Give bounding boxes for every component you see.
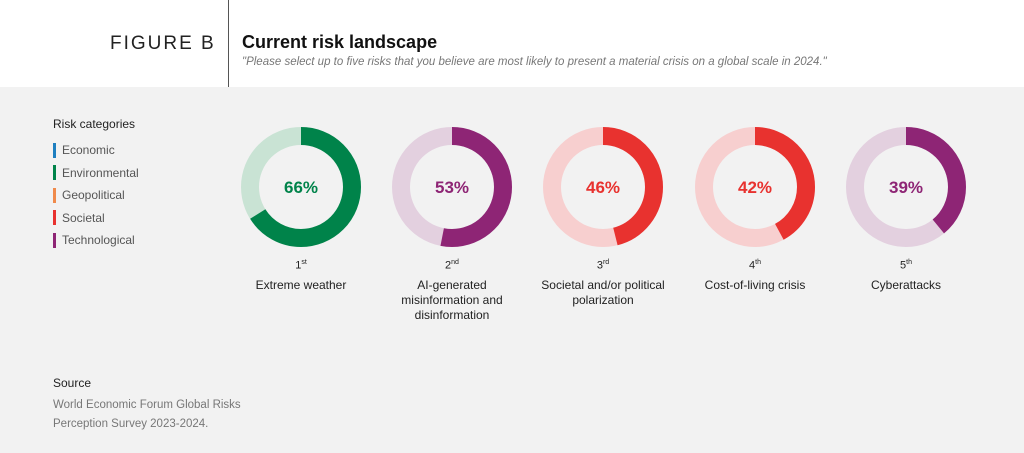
donut-value-label: 39%	[889, 178, 923, 197]
donut-slice	[695, 127, 815, 247]
risk-label-block: 1st Extreme weather	[226, 256, 376, 293]
figure-label: FIGURE B	[110, 33, 216, 54]
rank-label: 5th	[831, 256, 981, 273]
legend-item: Economic	[53, 139, 139, 162]
chart-panel	[0, 87, 1024, 453]
risk-name: Cyberattacks	[870, 277, 942, 292]
rank-label: 4th	[680, 256, 830, 273]
donut-slice	[241, 127, 361, 247]
rank-label: 2nd	[377, 256, 527, 273]
legend-swatch	[53, 187, 56, 203]
source-title: Source	[53, 376, 92, 390]
legend-item: Geopolitical	[53, 184, 139, 207]
donut-slice	[392, 127, 512, 247]
risk-name: AI-generated misinformation and disinfor…	[401, 277, 503, 322]
donut-slice	[846, 127, 966, 247]
rank-suffix: th	[755, 259, 761, 266]
header-divider	[228, 0, 229, 87]
risk-label-block: 2nd AI-generated misinformation and disin…	[377, 256, 527, 323]
legend-items: Economic Environmental Geopolitical Societa…	[53, 139, 139, 252]
rank-suffix: nd	[451, 259, 459, 266]
legend-label: Environmental	[62, 165, 139, 180]
rank-number: 3	[596, 259, 603, 272]
risk-name: Cost-of-living crisis	[704, 277, 806, 292]
chart-title: Current risk landscape	[242, 32, 438, 52]
legend-item: Technological	[53, 229, 139, 252]
source-block: Source World Economic Forum Global Risks…	[53, 376, 273, 434]
legend-swatch	[53, 165, 56, 181]
risk-label-block: 5th Cyberattacks	[831, 256, 981, 293]
chart-subtitle: "Please select up to five risks that you…	[242, 56, 827, 68]
rank-suffix: th	[906, 259, 912, 266]
legend-item: Societal	[53, 207, 139, 230]
legend-title: Risk categories	[53, 117, 136, 131]
donut-value-label: 42%	[738, 178, 772, 197]
legend-swatch	[53, 210, 56, 226]
legend-swatch	[53, 232, 56, 248]
donut-slice	[543, 127, 663, 247]
legend-label: Economic	[62, 143, 115, 158]
legend: Risk categories Economic Environmental Geo…	[53, 117, 139, 252]
legend-label: Technological	[62, 233, 135, 248]
risk-name: Societal and/or political polarization	[541, 277, 665, 307]
rank-number: 5	[900, 259, 907, 272]
figure-header: FIGURE B Current risk landscape "Please …	[0, 0, 1024, 87]
donut-value-label: 46%	[586, 178, 620, 197]
rank-number: 2	[445, 259, 452, 272]
rank-suffix: rd	[602, 259, 610, 266]
legend-label: Geopolitical	[62, 188, 125, 203]
legend-item: Environmental	[53, 162, 139, 185]
donut-value-label: 66%	[284, 178, 318, 197]
rank-number: 4	[749, 259, 756, 272]
risk-label-block: 4th Cost-of-living crisis	[680, 256, 830, 293]
rank-suffix: st	[301, 259, 307, 266]
risk-name: Extreme weather	[255, 277, 347, 292]
rank-label: 3rd	[528, 256, 678, 273]
donut-value-label: 53%	[435, 178, 469, 197]
risk-label-block: 3rd Societal and/or political polarizatio…	[528, 256, 678, 308]
source-text: World Economic Forum Global Risks Percep…	[53, 399, 241, 430]
rank-number: 1	[295, 259, 302, 272]
rank-label: 1st	[226, 256, 376, 273]
legend-swatch	[53, 142, 56, 158]
legend-label: Societal	[62, 210, 105, 225]
